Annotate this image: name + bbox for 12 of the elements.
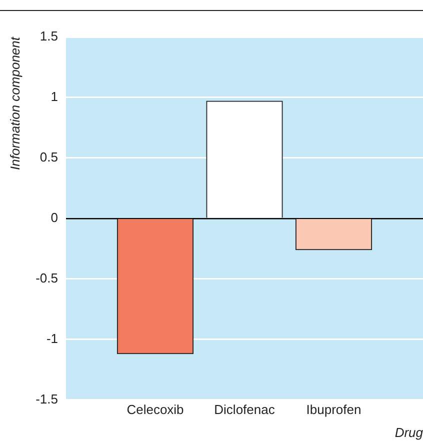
y-tick-label: 1	[50, 89, 58, 104]
x-tick-label: Diclofenac	[214, 402, 276, 418]
y-axis-title: Information component	[7, 36, 22, 170]
y-tick-label: 1.5	[40, 28, 58, 44]
y-tick-label: 0.5	[40, 150, 58, 165]
x-axis-title: Drug	[394, 424, 423, 440]
y-tick-label: -1	[46, 330, 58, 346]
x-tick-label: Ibuprofen	[306, 402, 362, 418]
y-tick-label: -0.5	[36, 270, 58, 286]
y-tick-label: -1.5	[36, 391, 58, 406]
x-tick-label: Celecoxib	[126, 402, 184, 418]
y-tick-label: 0	[50, 210, 58, 225]
